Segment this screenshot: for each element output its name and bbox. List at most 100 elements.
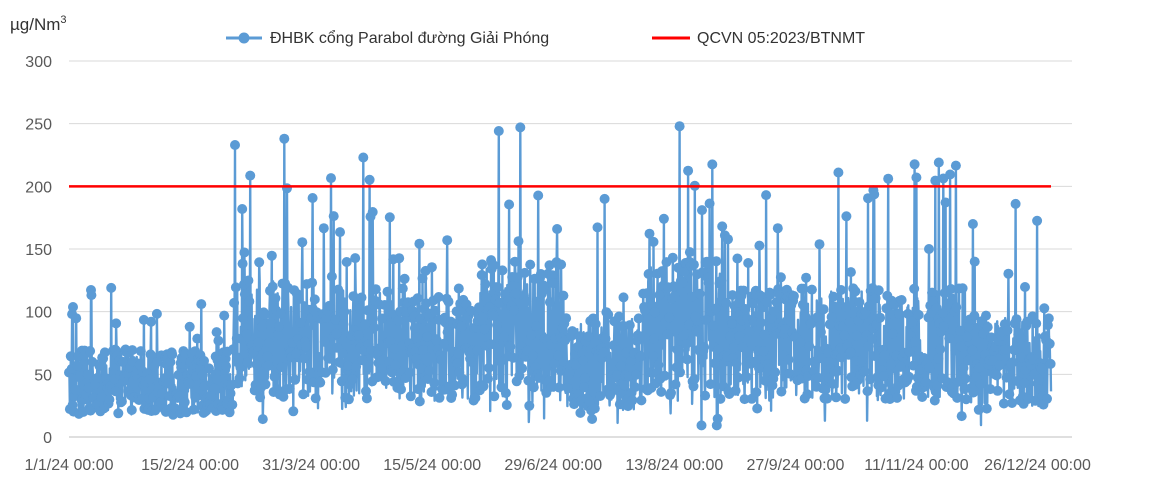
- series-1-point: [920, 376, 931, 387]
- series-1-point: [592, 222, 603, 233]
- series-1-point: [669, 291, 680, 302]
- series-1-point: [549, 358, 560, 369]
- series-1-point: [840, 393, 851, 404]
- series-1-point: [578, 355, 589, 366]
- series-1-point: [377, 313, 388, 324]
- series-1-point: [619, 380, 630, 391]
- series-1-point: [240, 306, 251, 317]
- series-1-point: [715, 393, 726, 404]
- series-1-point: [229, 297, 240, 308]
- series-1-point: [472, 345, 483, 356]
- series-1-point: [369, 322, 380, 333]
- series-1-point: [197, 369, 208, 380]
- series-1-point: [533, 190, 544, 201]
- series-1-point: [738, 285, 749, 296]
- series-1-point: [227, 399, 238, 410]
- series-1-point: [144, 374, 155, 385]
- series-1-point: [822, 393, 833, 404]
- series-1-point: [727, 318, 737, 329]
- series-1-point: [414, 396, 425, 407]
- series-1-point: [704, 198, 715, 209]
- series-1-point: [688, 259, 699, 270]
- series-1-point: [360, 319, 371, 330]
- series-1-point: [343, 394, 354, 405]
- series-1-point: [935, 344, 946, 355]
- series-1-point: [347, 374, 358, 385]
- series-1-point: [635, 351, 646, 362]
- series-1-point: [866, 300, 877, 311]
- series-1-point: [806, 318, 816, 329]
- series-1-point: [686, 291, 697, 302]
- series-1-point: [696, 420, 707, 431]
- series-1-point: [716, 275, 727, 286]
- series-1-point: [739, 394, 750, 405]
- series-1-point: [702, 258, 713, 269]
- series-1-point: [262, 351, 273, 362]
- series-1-point: [697, 205, 707, 216]
- series-1-point: [969, 310, 980, 321]
- series-1-point: [575, 407, 586, 418]
- series-1-point: [895, 361, 906, 372]
- series-1-point: [667, 252, 678, 263]
- series-1-point: [1000, 344, 1011, 355]
- series-1-point: [251, 359, 262, 370]
- series-1-point: [71, 313, 82, 324]
- series-1-point: [453, 283, 464, 294]
- series-1-point: [826, 312, 837, 322]
- series-1-point: [590, 319, 601, 329]
- series-1-point: [751, 387, 762, 398]
- series-1-point: [260, 379, 271, 390]
- series-1-point: [678, 330, 689, 341]
- series-1-point: [909, 283, 920, 294]
- series-1-point: [955, 341, 966, 352]
- series-1-point: [913, 309, 924, 320]
- x-tick-label: 13/8/24 00:00: [625, 457, 723, 474]
- series-1-point: [478, 381, 489, 392]
- series-1-point: [649, 307, 660, 318]
- series-1-point: [721, 298, 732, 309]
- series-1-point: [474, 302, 484, 313]
- series-1-point: [731, 358, 742, 369]
- series-1-point: [917, 392, 928, 402]
- series-1-point: [614, 311, 624, 322]
- series-1-point: [275, 308, 286, 319]
- series-1-point: [562, 383, 573, 394]
- series-1-point: [1008, 344, 1019, 355]
- series-1-point: [485, 339, 496, 350]
- series-1-point: [954, 325, 965, 336]
- series-1-point: [284, 383, 295, 394]
- series-1-point: [244, 296, 255, 307]
- series-1-point: [732, 253, 743, 264]
- x-tick-label: 27/9/24 00:00: [746, 457, 844, 474]
- series-1-point: [670, 379, 681, 390]
- series-1-point: [1031, 318, 1042, 329]
- series-1-point: [393, 315, 404, 326]
- series-1-point: [335, 227, 345, 238]
- series-1-point: [552, 224, 563, 234]
- series-1-point: [510, 288, 521, 299]
- series-1-point: [237, 258, 248, 269]
- series-1-point: [962, 331, 973, 342]
- series-1-point: [1002, 325, 1013, 336]
- series-1-point: [692, 326, 703, 337]
- series-1-point: [358, 152, 369, 163]
- series-1-point: [682, 354, 693, 365]
- series-1-point: [870, 293, 881, 304]
- series-1-point: [382, 286, 393, 297]
- series-1-point: [86, 290, 97, 301]
- series-1-point: [930, 175, 941, 186]
- series-1-point: [944, 333, 955, 344]
- series-1-point: [442, 235, 453, 246]
- series-1-point: [439, 338, 449, 349]
- series-1-point: [501, 400, 512, 410]
- series-1-point: [519, 267, 530, 278]
- series-1-point: [1020, 282, 1030, 292]
- series-1-point: [94, 361, 105, 371]
- series-1-point: [425, 321, 436, 332]
- y-tick-label: 200: [25, 179, 52, 196]
- series-1-point: [422, 331, 432, 342]
- series-1-point: [909, 159, 920, 170]
- series-1-point: [831, 392, 842, 403]
- series-1-point: [327, 364, 338, 375]
- series-1-point: [839, 330, 850, 341]
